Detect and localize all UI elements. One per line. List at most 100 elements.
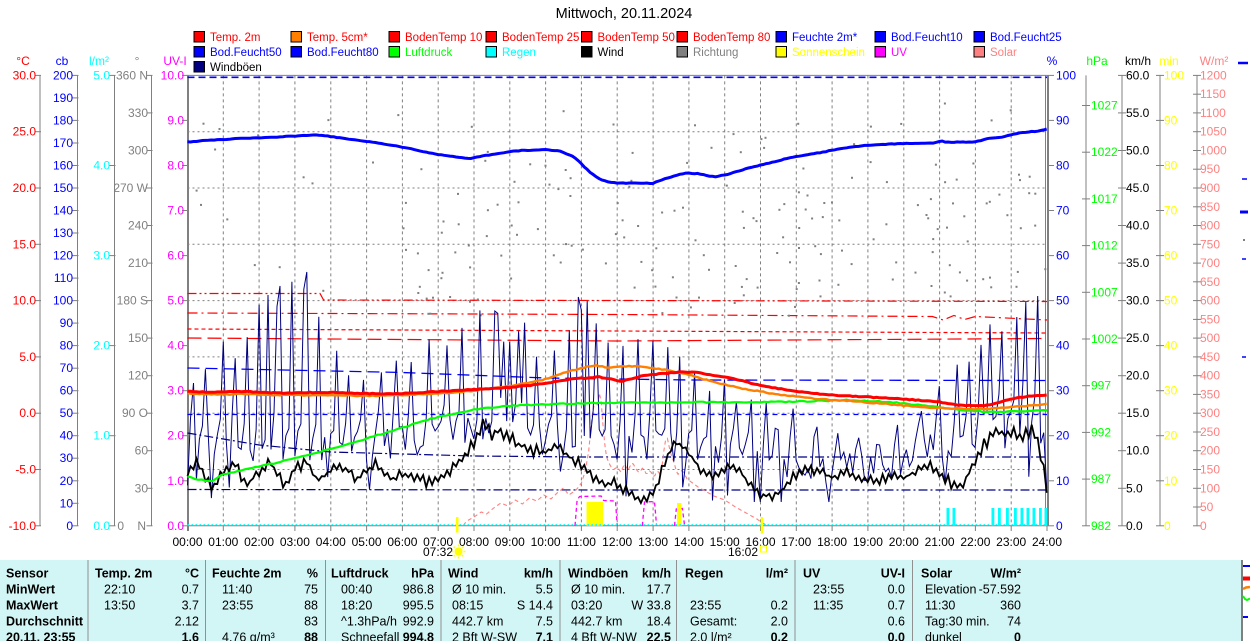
svg-text:1007: 1007 <box>1091 285 1118 299</box>
svg-text:15.0: 15.0 <box>1126 406 1150 420</box>
svg-text:992.9: 992.9 <box>403 615 434 629</box>
svg-text:350: 350 <box>1200 387 1220 401</box>
svg-text:UV-I: UV-I <box>163 54 186 68</box>
svg-text:30.0: 30.0 <box>13 68 37 82</box>
svg-text:18:20: 18:20 <box>341 599 372 613</box>
svg-text:40: 40 <box>1056 339 1070 353</box>
svg-text:330: 330 <box>128 106 148 120</box>
svg-text:30: 30 <box>1164 384 1178 398</box>
svg-text:100: 100 <box>1164 68 1184 82</box>
svg-text:300: 300 <box>128 144 148 158</box>
svg-text:2 Bft W-SW: 2 Bft W-SW <box>452 631 517 641</box>
svg-text:Bod.Feucht80: Bod.Feucht80 <box>307 47 379 59</box>
svg-text:240: 240 <box>128 219 148 233</box>
svg-text:20: 20 <box>60 474 74 488</box>
svg-text:1.0: 1.0 <box>167 474 184 488</box>
svg-text:16:00: 16:00 <box>745 535 775 549</box>
svg-text:30: 30 <box>60 451 74 465</box>
svg-text:200: 200 <box>53 68 73 82</box>
svg-text:0: 0 <box>1200 519 1207 533</box>
svg-text:-10.0: -10.0 <box>9 519 37 533</box>
svg-text:W 33.8: W 33.8 <box>631 599 671 613</box>
svg-text:06:00: 06:00 <box>387 535 417 549</box>
svg-text:Windböen: Windböen <box>210 62 262 74</box>
svg-text:Ø 10 min.: Ø 10 min. <box>452 583 506 597</box>
svg-text:0: 0 <box>1164 519 1171 533</box>
svg-text:0.2: 0.2 <box>771 599 788 613</box>
svg-text:15.0: 15.0 <box>13 237 37 251</box>
svg-text:Regen: Regen <box>685 567 723 581</box>
svg-text:0.0: 0.0 <box>888 631 905 641</box>
svg-text:20.0: 20.0 <box>13 181 37 195</box>
svg-text:11:30: 11:30 <box>925 599 955 613</box>
svg-text:650: 650 <box>1200 275 1220 289</box>
svg-text:11:40: 11:40 <box>222 583 252 597</box>
svg-text:60: 60 <box>60 384 74 398</box>
svg-text:3.7: 3.7 <box>182 599 199 613</box>
svg-text:00:00: 00:00 <box>172 535 202 549</box>
svg-text:BodenTemp 80: BodenTemp 80 <box>693 32 770 44</box>
svg-text:150: 150 <box>128 331 148 345</box>
svg-text:950: 950 <box>1200 162 1220 176</box>
svg-text:03:20: 03:20 <box>571 599 602 613</box>
svg-text:9.0: 9.0 <box>167 113 184 127</box>
svg-text:01:00: 01:00 <box>208 535 238 549</box>
svg-text:270 W: 270 W <box>113 181 148 195</box>
svg-text:0.6: 0.6 <box>888 615 905 629</box>
svg-text:-5.0: -5.0 <box>15 463 36 477</box>
svg-text:Ø 10 min.: Ø 10 min. <box>571 583 625 597</box>
svg-text:Temp. 2m: Temp. 2m <box>95 567 152 581</box>
svg-text:UV: UV <box>891 47 907 59</box>
svg-text:0.0: 0.0 <box>888 583 905 597</box>
svg-text:18:00: 18:00 <box>817 535 847 549</box>
svg-text:07:32: 07:32 <box>423 545 453 559</box>
svg-text:%: % <box>1047 54 1058 68</box>
svg-text:^1.3hPa/h: ^1.3hPa/h <box>341 615 397 629</box>
svg-text:08:15: 08:15 <box>452 599 483 613</box>
svg-text:23:55: 23:55 <box>813 583 844 597</box>
svg-text:150: 150 <box>1200 463 1220 477</box>
svg-text:25.0: 25.0 <box>1126 331 1150 345</box>
svg-text:16:02: 16:02 <box>728 545 758 559</box>
svg-text:20:00: 20:00 <box>889 535 919 549</box>
svg-text:Wind: Wind <box>598 47 624 59</box>
svg-text:S 14.4: S 14.4 <box>517 599 553 613</box>
svg-text:N: N <box>137 519 146 533</box>
svg-text:5.5: 5.5 <box>536 583 553 597</box>
svg-text:23:00: 23:00 <box>996 535 1026 549</box>
svg-text:0.7: 0.7 <box>182 583 199 597</box>
svg-text:130: 130 <box>53 226 73 240</box>
svg-text:13:00: 13:00 <box>638 535 668 549</box>
svg-text:Wind: Wind <box>448 567 478 581</box>
svg-text:25.0: 25.0 <box>13 125 37 139</box>
svg-text:80: 80 <box>1164 159 1178 173</box>
svg-text:88: 88 <box>304 599 318 613</box>
svg-text:km/h: km/h <box>1125 54 1151 68</box>
svg-text:60.0: 60.0 <box>1126 68 1150 82</box>
svg-text:75: 75 <box>304 583 318 597</box>
svg-text:21:00: 21:00 <box>925 535 955 549</box>
svg-text:10: 10 <box>1056 474 1070 488</box>
svg-text:40: 40 <box>60 429 74 443</box>
svg-text:70: 70 <box>1056 204 1070 218</box>
svg-text:982: 982 <box>1091 519 1111 533</box>
svg-text:750: 750 <box>1200 237 1220 251</box>
svg-text:Sonnenschein: Sonnenschein <box>792 47 865 59</box>
svg-text:1200: 1200 <box>1200 68 1227 82</box>
svg-text:500: 500 <box>1200 331 1220 345</box>
svg-text:0: 0 <box>1056 519 1063 533</box>
svg-text:1012: 1012 <box>1091 239 1118 253</box>
svg-text:45.0: 45.0 <box>1126 181 1150 195</box>
svg-text:18.4: 18.4 <box>647 615 671 629</box>
svg-text:15:00: 15:00 <box>710 535 740 549</box>
svg-text:°: ° <box>135 54 140 68</box>
svg-text:1017: 1017 <box>1091 192 1118 206</box>
svg-text:30: 30 <box>135 481 149 495</box>
svg-text:900: 900 <box>1200 181 1220 195</box>
svg-text:19:00: 19:00 <box>853 535 883 549</box>
svg-text:50: 50 <box>60 406 74 420</box>
svg-text:MaxWert: MaxWert <box>6 599 59 613</box>
svg-text:1000: 1000 <box>1200 144 1227 158</box>
svg-text:70: 70 <box>60 361 74 375</box>
svg-text:4.0: 4.0 <box>167 339 184 353</box>
